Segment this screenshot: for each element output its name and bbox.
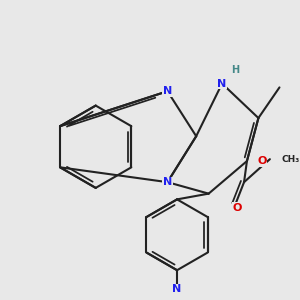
Text: N: N [163, 177, 172, 187]
Text: O: O [233, 203, 242, 213]
Text: N: N [163, 86, 172, 96]
Text: H: H [231, 65, 239, 75]
Text: O: O [257, 156, 267, 166]
Text: CH₃: CH₃ [281, 155, 300, 164]
Text: N: N [218, 79, 227, 88]
Text: N: N [172, 284, 182, 294]
